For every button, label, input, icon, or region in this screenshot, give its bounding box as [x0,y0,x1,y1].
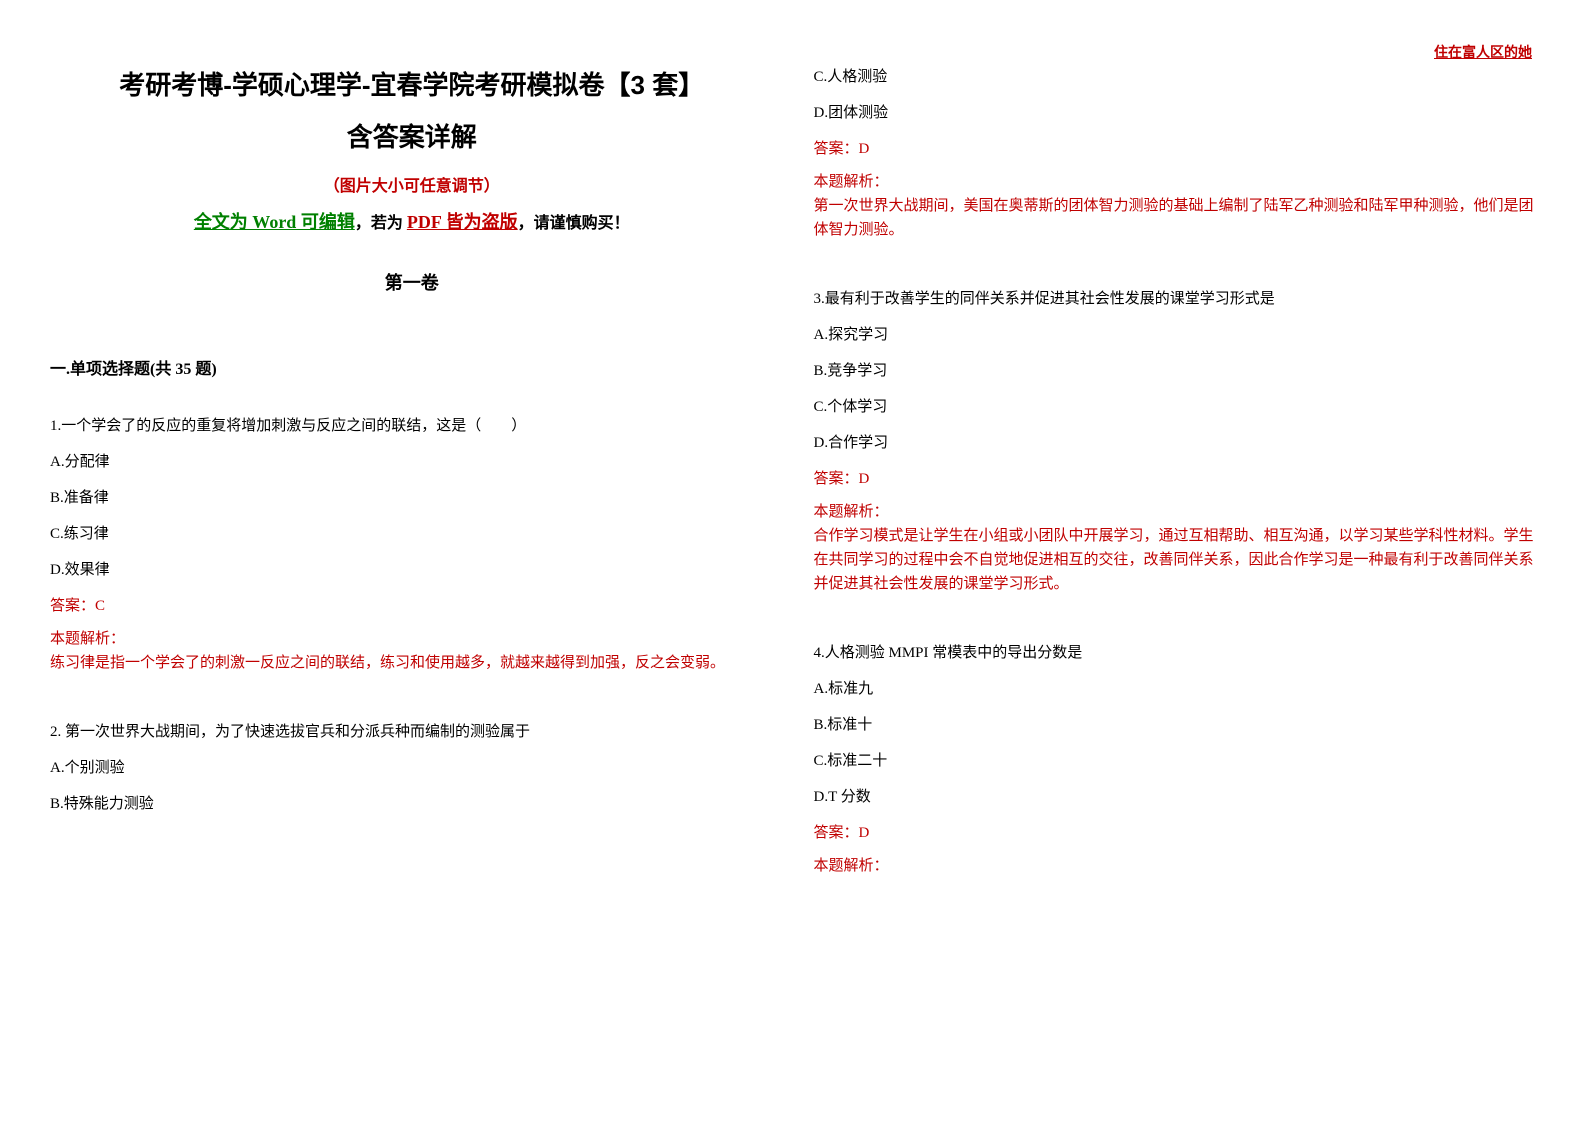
option-b: B.标准十 [814,713,1538,737]
question-1: 1.一个学会了的反应的重复将增加刺激与反应之间的联结，这是（ ） A.分配律 B… [50,414,774,675]
option-c: C.练习律 [50,522,774,546]
word-editable-text: 全文为 Word 可编辑 [194,212,355,232]
section-heading: 一.单项选择题(共 35 题) [50,355,774,379]
option-d: D.T 分数 [814,785,1538,809]
option-c: C.标准二十 [814,749,1538,773]
explanation-label: 本题解析： [50,627,774,648]
question-stem: 3.最有利于改善学生的同伴关系并促进其社会性发展的课堂学习形式是 [814,287,1538,311]
answer-text: 答案：D [814,467,1538,488]
option-c: C.个体学习 [814,395,1538,419]
right-column: C.人格测验 D.团体测验 答案：D 本题解析： 第一次世界大战期间，美国在奥蒂… [814,65,1538,878]
option-b: B.竞争学习 [814,359,1538,383]
question-2-partial: 2. 第一次世界大战期间，为了快速选拔官兵和分派兵种而编制的测验属于 A.个别测… [50,720,774,816]
question-stem: 1.一个学会了的反应的重复将增加刺激与反应之间的联结，这是（ ） [50,414,774,438]
editability-note: 全文为 Word 可编辑，若为 PDF 皆为盗版，请谨慎购买！ [50,208,774,234]
explanation-body: 练习律是指一个学会了的刺激一反应之间的联结，练习和使用越多，就越来越得到加强，反… [50,651,774,675]
document-subtitle: 含答案详解 [50,117,774,154]
question-stem: 4.人格测验 MMPI 常模表中的导出分数是 [814,641,1538,665]
explanation-body: 合作学习模式是让学生在小组或小团队中开展学习，通过互相帮助、相互沟通，以学习某些… [814,524,1538,596]
option-d: D.合作学习 [814,431,1538,455]
two-column-layout: 考研考博-学硕心理学-宜春学院考研模拟卷【3 套】 含答案详解 （图片大小可任意… [50,65,1537,878]
question-stem: 2. 第一次世界大战期间，为了快速选拔官兵和分派兵种而编制的测验属于 [50,720,774,744]
question-3: 3.最有利于改善学生的同伴关系并促进其社会性发展的课堂学习形式是 A.探究学习 … [814,287,1538,596]
pdf-pirate-text: PDF 皆为盗版 [407,212,518,232]
option-a: A.个别测验 [50,756,774,780]
warning-text: ，请谨慎购买！ [518,215,630,232]
answer-text: 答案：D [814,821,1538,842]
explanation-label: 本题解析： [814,500,1538,521]
resize-note: （图片大小可任意调节） [50,172,774,196]
question-2-continued: C.人格测验 D.团体测验 答案：D 本题解析： 第一次世界大战期间，美国在奥蒂… [814,65,1538,242]
volume-heading: 第一卷 [50,269,774,295]
option-c: C.人格测验 [814,65,1538,89]
answer-text: 答案：D [814,137,1538,158]
question-4: 4.人格测验 MMPI 常模表中的导出分数是 A.标准九 B.标准十 C.标准二… [814,641,1538,875]
option-b: B.特殊能力测验 [50,792,774,816]
option-d: D.效果律 [50,558,774,582]
document-title: 考研考博-学硕心理学-宜春学院考研模拟卷【3 套】 [50,65,774,102]
option-a: A.探究学习 [814,323,1538,347]
left-column: 考研考博-学硕心理学-宜春学院考研模拟卷【3 套】 含答案详解 （图片大小可任意… [50,65,774,878]
watermark-text: 住在富人区的她 [1434,42,1532,62]
answer-text: 答案：C [50,594,774,615]
explanation-label: 本题解析： [814,854,1538,875]
option-b: B.准备律 [50,486,774,510]
explanation-label: 本题解析： [814,170,1538,191]
option-d: D.团体测验 [814,101,1538,125]
option-a: A.分配律 [50,450,774,474]
note-separator: ，若为 [355,215,407,232]
explanation-body: 第一次世界大战期间，美国在奥蒂斯的团体智力测验的基础上编制了陆军乙种测验和陆军甲… [814,194,1538,242]
option-a: A.标准九 [814,677,1538,701]
